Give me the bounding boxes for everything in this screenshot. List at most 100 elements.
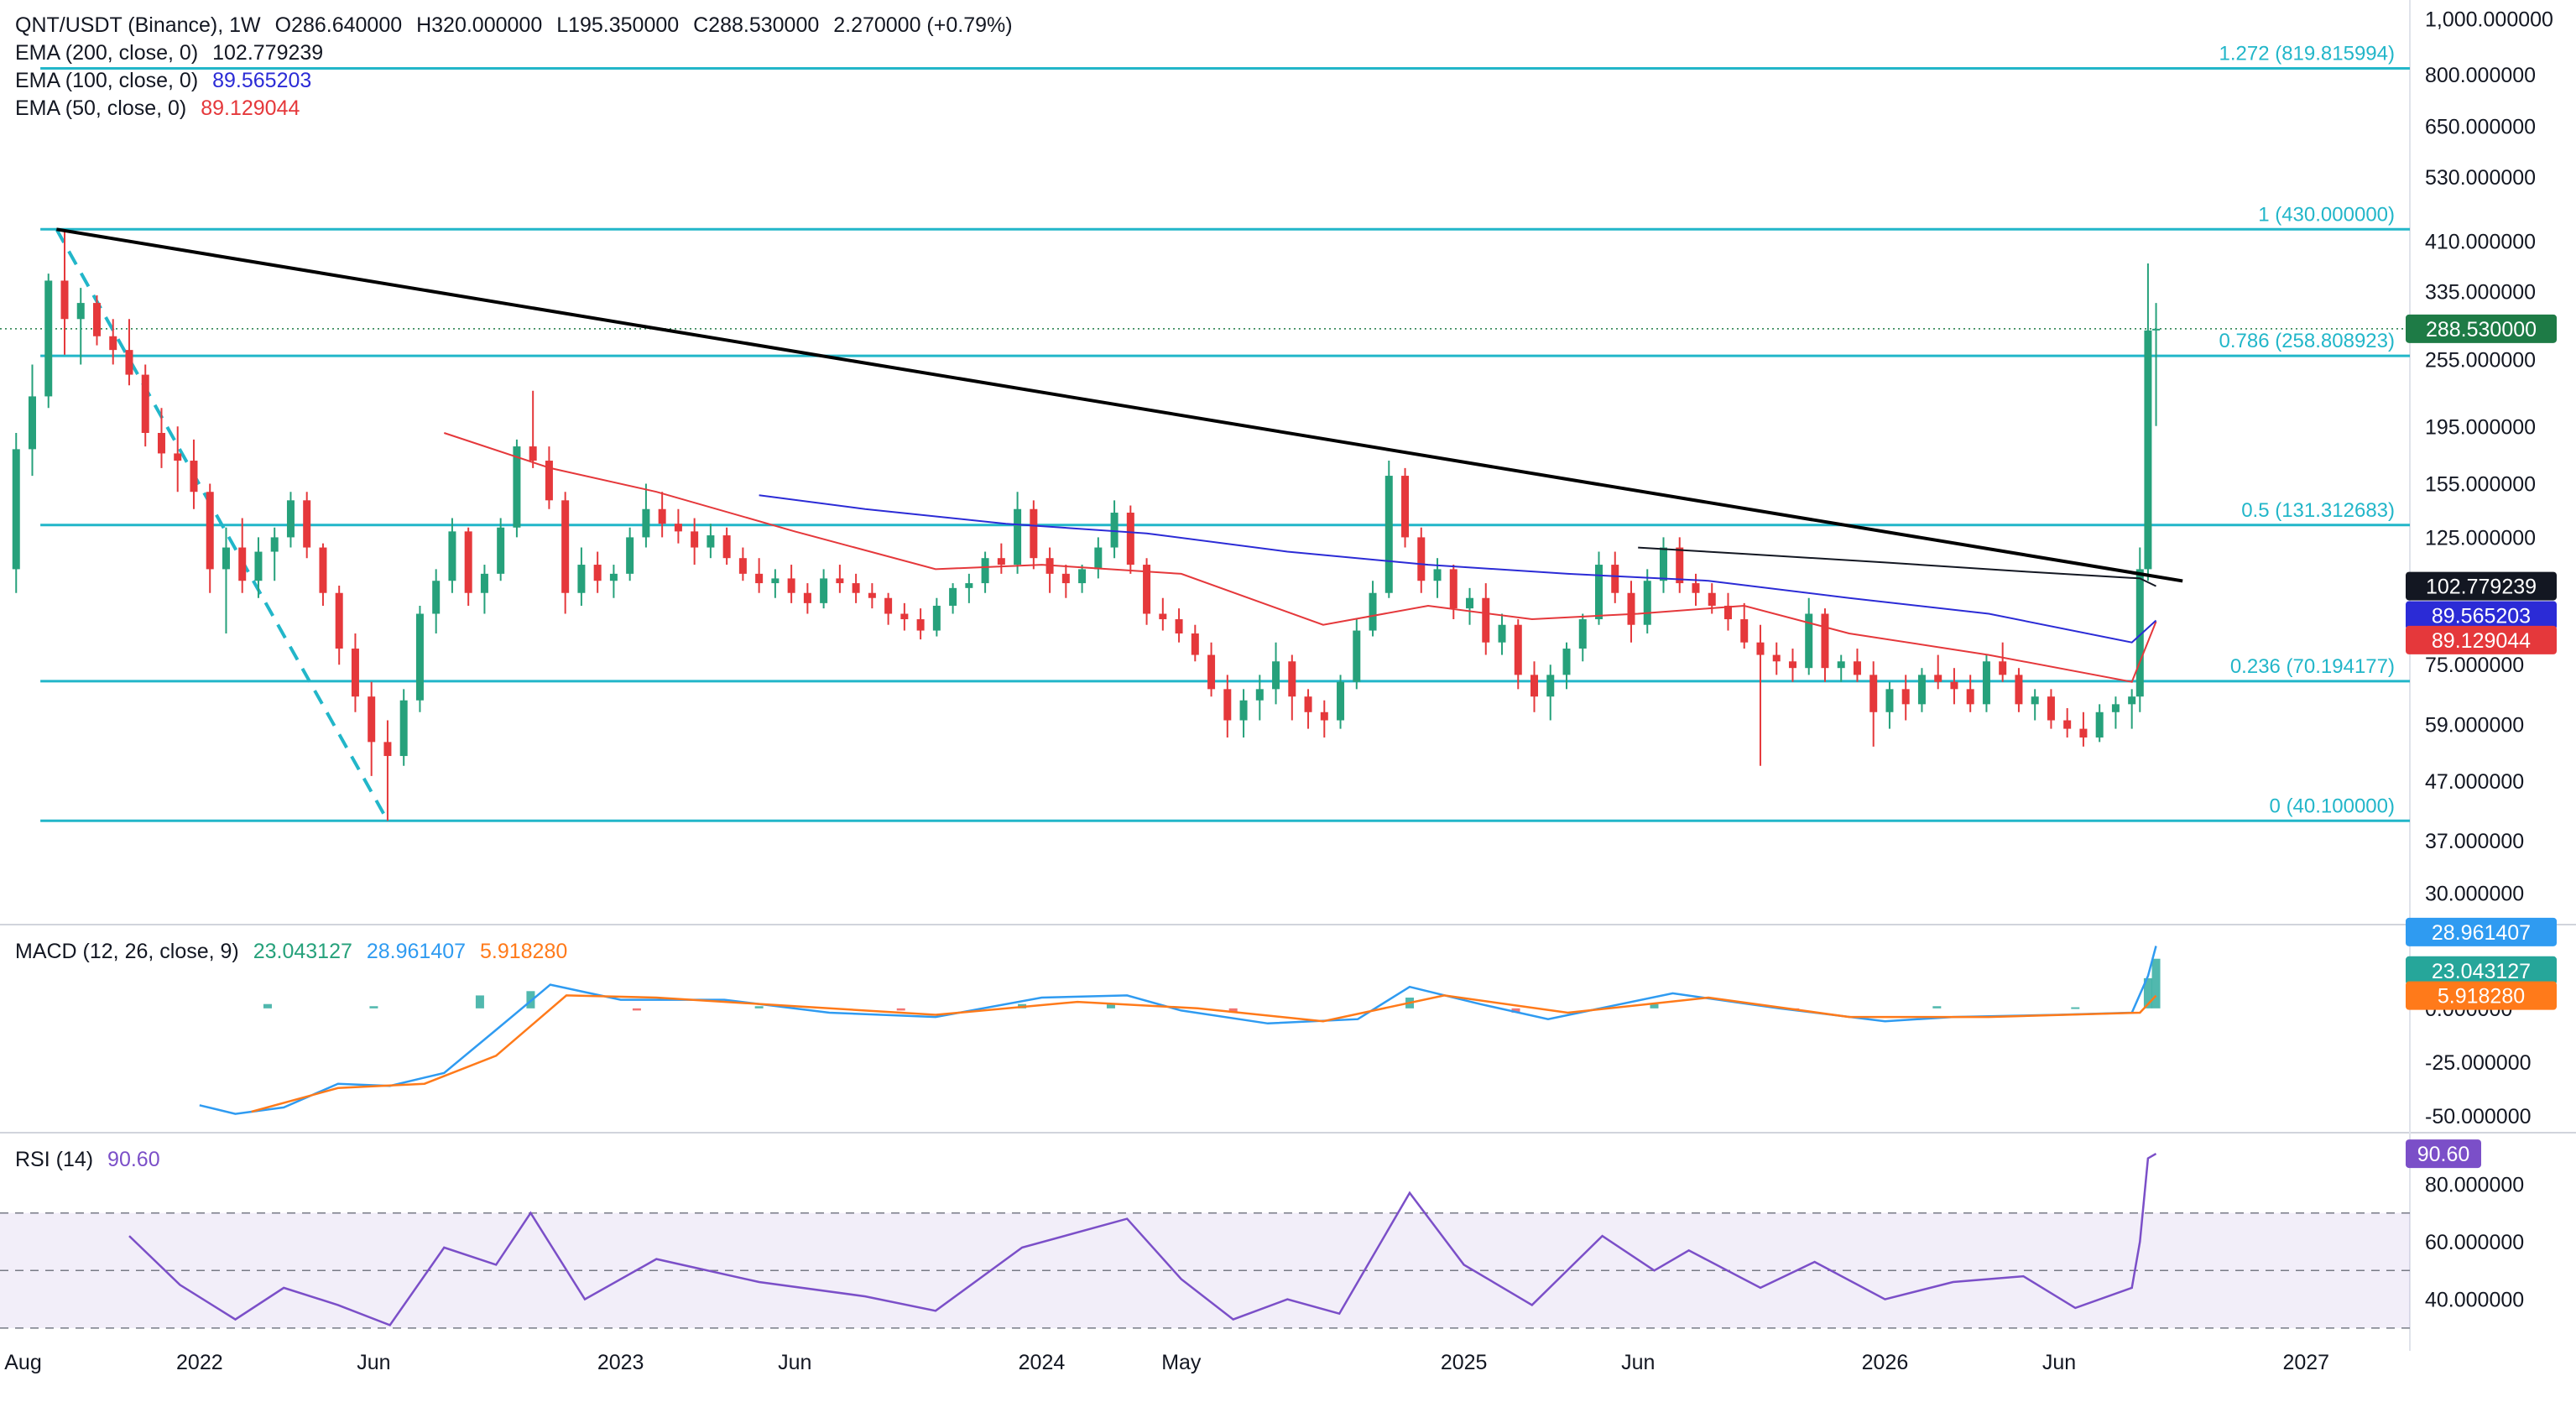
candle-body: [771, 578, 780, 584]
macd-histogram-bar: [475, 995, 484, 1009]
candle-body: [1530, 675, 1539, 697]
ema50-pill: 89.129044: [2432, 629, 2531, 653]
fib-anchor-dashed-line: [55, 228, 389, 822]
candle-body: [125, 350, 133, 375]
candle-body: [270, 537, 279, 552]
candle-body: [368, 696, 376, 743]
candle-body: [1659, 547, 1667, 581]
candle-body: [1337, 681, 1345, 721]
candle-body: [1723, 605, 1732, 620]
macd-pane[interactable]: [199, 946, 2161, 1115]
candle-body: [755, 573, 764, 584]
price-tick-label: 195.000000: [2425, 415, 2536, 439]
candle-body: [965, 583, 973, 588]
ema100-line: [759, 494, 2157, 644]
price-tick-label: 255.000000: [2425, 349, 2536, 373]
ema100-label[interactable]: EMA (100, close, 0): [15, 69, 199, 92]
macd-histogram-bar: [1228, 1008, 1238, 1013]
time-tick-label: 2023: [597, 1351, 644, 1374]
rsi-pane[interactable]: [0, 1153, 2410, 1329]
candle-body: [222, 547, 230, 570]
macd-signal-pill: 5.918280: [2438, 985, 2525, 1009]
candle-body: [1708, 592, 1716, 606]
candle-body: [1869, 675, 1878, 712]
rsi-tick-label: 80.000000: [2425, 1173, 2524, 1196]
candle-body: [1159, 613, 1167, 620]
candle-body: [900, 613, 909, 620]
candle-body: [884, 597, 893, 614]
fib-level-label: 0.5 (131.312683): [2241, 499, 2395, 522]
ohlc-close: C288.530000: [693, 13, 820, 37]
candle-body: [1175, 619, 1183, 634]
candle-body: [1514, 624, 1522, 675]
candle-body: [738, 558, 747, 574]
price-pane[interactable]: 1.272 (819.815994) 1 (430.000000) 0.786 (2…: [0, 43, 2410, 822]
candle-body: [2135, 569, 2144, 697]
ema200-label[interactable]: EMA (200, close, 0): [15, 41, 199, 65]
axes: 1,000.000000 800.000000 650.000000 530.0000…: [4, 8, 2557, 1374]
macd-histogram-bar: [754, 1006, 764, 1009]
ohlc-change: 2.270000 (+0.79%): [833, 13, 1013, 37]
candle-body: [238, 547, 247, 581]
ema200-line: [1638, 546, 2156, 587]
candle-body: [658, 508, 666, 524]
candle-body: [674, 524, 682, 532]
rsi-tick-label: 60.000000: [2425, 1231, 2524, 1254]
fib-level-label: 0 (40.100000): [2270, 795, 2395, 817]
time-tick-label: Jun: [778, 1351, 811, 1374]
candle-body: [609, 573, 618, 581]
time-tick-label: Jun: [1621, 1351, 1655, 1374]
candle-body: [1692, 583, 1700, 593]
price-tick-label: 530.000000: [2425, 166, 2536, 190]
candle-body: [593, 565, 602, 581]
macd-label[interactable]: MACD (12, 26, close, 9): [15, 940, 239, 963]
candle-body: [464, 531, 472, 593]
time-tick-label: May: [1161, 1351, 1202, 1374]
candle-body: [836, 578, 844, 584]
candle-body: [1078, 569, 1087, 584]
candle-body: [1837, 661, 1845, 669]
candle-body: [44, 280, 53, 397]
macd-legend: MACD (12, 26, close, 9) 23.043127 28.961…: [15, 938, 576, 966]
candle-body: [916, 619, 925, 631]
rsi-label[interactable]: RSI (14): [15, 1148, 94, 1171]
price-tick-label: 47.000000: [2425, 770, 2524, 794]
fib-level-label: 0.236 (70.194177): [2230, 655, 2395, 678]
candle-body: [254, 551, 263, 581]
candle-body: [1272, 661, 1280, 690]
last-price-pill-bg: [2406, 314, 2557, 343]
candle-body: [1433, 569, 1442, 581]
ema100-value: 89.565203: [212, 69, 312, 92]
rsi-value-pill-bg: [2406, 1139, 2481, 1169]
candle-body: [529, 446, 537, 461]
ema50-label[interactable]: EMA (50, close, 0): [15, 96, 187, 120]
price-legend: QNT/USDT (Binance), 1W O286.640000 H320.…: [15, 12, 1021, 122]
macd-value-pill: 28.961407: [2432, 921, 2531, 945]
candle-body: [432, 581, 441, 614]
candle-body: [1449, 569, 1457, 609]
candle-body: [1353, 630, 1361, 682]
symbol-label[interactable]: QNT/USDT (Binance), 1W: [15, 13, 261, 37]
fib-level-label: 0.786 (258.808923): [2219, 330, 2395, 352]
rsi-band: [0, 1212, 2410, 1328]
candle-body: [1611, 565, 1619, 593]
candle-body: [997, 558, 1005, 565]
candle-body: [1369, 592, 1377, 631]
candle-body: [1030, 508, 1038, 559]
candle-body: [1401, 476, 1410, 538]
candle-body: [1966, 689, 1974, 705]
price-tick-label: 650.000000: [2425, 116, 2536, 139]
time-tick-label: 2022: [176, 1351, 223, 1374]
candle-body: [1320, 711, 1328, 721]
candle-body: [513, 446, 521, 528]
candle-body: [1805, 613, 1813, 669]
ohlc-low: L195.350000: [556, 13, 680, 37]
candle-body: [1223, 689, 1232, 721]
candle-body: [1482, 597, 1490, 643]
candle-body: [2128, 696, 2136, 705]
candle-body: [1885, 689, 1894, 712]
candle-body: [1466, 597, 1474, 609]
time-tick-label: 2027: [2282, 1351, 2329, 1374]
price-tick-label: 155.000000: [2425, 472, 2536, 496]
